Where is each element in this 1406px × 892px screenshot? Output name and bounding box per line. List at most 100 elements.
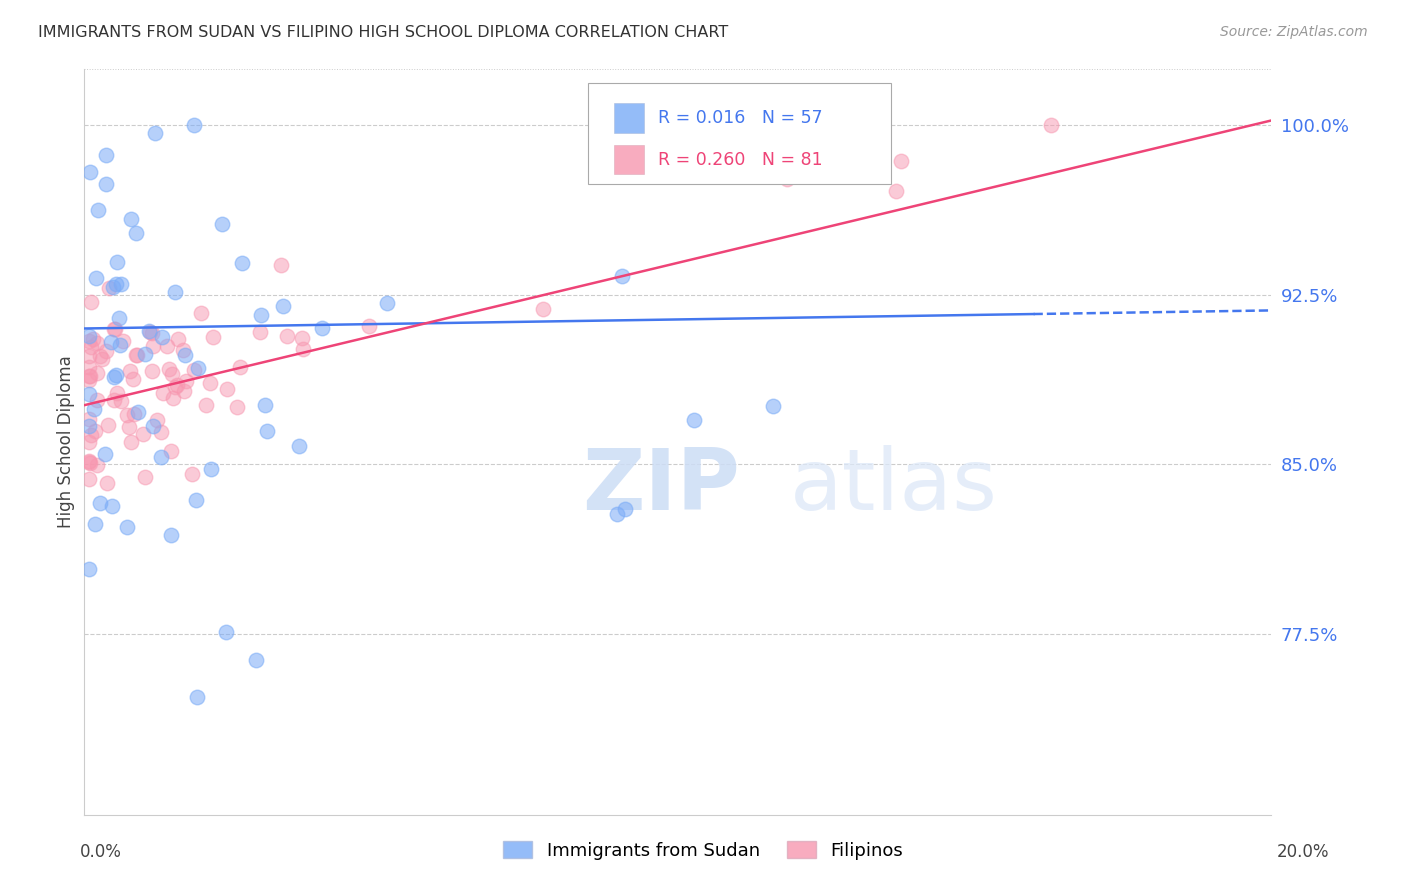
Immigrants from Sudan bbox=[253, 398, 276, 412]
Immigrants from Sudan bbox=[105, 255, 128, 269]
Immigrants from Sudan bbox=[101, 499, 124, 513]
FancyBboxPatch shape bbox=[588, 84, 891, 184]
Filipinos bbox=[159, 444, 181, 458]
Filipinos bbox=[103, 321, 125, 335]
Filipinos bbox=[79, 456, 101, 470]
Filipinos bbox=[173, 384, 195, 399]
Filipinos bbox=[229, 359, 252, 374]
Filipinos bbox=[162, 391, 184, 405]
Immigrants from Sudan bbox=[94, 177, 117, 191]
Immigrants from Sudan bbox=[100, 334, 122, 349]
Filipinos bbox=[79, 472, 101, 486]
Filipinos bbox=[94, 343, 117, 358]
Filipinos bbox=[190, 306, 212, 320]
Filipinos bbox=[110, 393, 132, 408]
Immigrants from Sudan bbox=[610, 268, 633, 283]
Filipinos bbox=[132, 427, 155, 442]
Filipinos bbox=[79, 373, 101, 387]
Filipinos bbox=[194, 398, 217, 412]
Immigrants from Sudan bbox=[183, 118, 205, 132]
Immigrants from Sudan bbox=[103, 370, 125, 384]
Immigrants from Sudan bbox=[174, 348, 197, 362]
Filipinos bbox=[166, 377, 188, 392]
Filipinos bbox=[226, 401, 249, 415]
Filipinos bbox=[125, 348, 148, 362]
Immigrants from Sudan bbox=[110, 277, 132, 292]
Immigrants from Sudan bbox=[87, 202, 110, 217]
Text: R = 0.260   N = 81: R = 0.260 N = 81 bbox=[658, 151, 823, 169]
Y-axis label: High School Diploma: High School Diploma bbox=[58, 355, 75, 528]
Filipinos bbox=[79, 360, 101, 375]
Immigrants from Sudan bbox=[150, 330, 173, 344]
Filipinos bbox=[139, 326, 162, 340]
Filipinos bbox=[80, 340, 103, 354]
Filipinos bbox=[79, 334, 101, 348]
Immigrants from Sudan bbox=[682, 413, 704, 427]
Immigrants from Sudan bbox=[79, 328, 101, 343]
Filipinos bbox=[118, 364, 141, 378]
Filipinos bbox=[115, 408, 138, 422]
Immigrants from Sudan bbox=[120, 211, 142, 226]
Filipinos bbox=[217, 382, 239, 396]
Filipinos bbox=[276, 329, 298, 343]
Immigrants from Sudan bbox=[613, 502, 636, 516]
Filipinos bbox=[163, 380, 186, 394]
Immigrants from Sudan bbox=[96, 147, 118, 161]
Filipinos bbox=[86, 335, 108, 350]
Filipinos bbox=[183, 363, 205, 377]
Filipinos bbox=[249, 326, 271, 340]
Filipinos bbox=[172, 343, 194, 357]
Text: atlas: atlas bbox=[790, 445, 998, 528]
Filipinos bbox=[97, 418, 120, 433]
Immigrants from Sudan bbox=[138, 324, 160, 338]
Filipinos bbox=[1040, 118, 1063, 132]
Filipinos bbox=[181, 467, 204, 481]
Immigrants from Sudan bbox=[83, 402, 105, 417]
Immigrants from Sudan bbox=[311, 321, 333, 335]
Immigrants from Sudan bbox=[115, 520, 138, 534]
Filipinos bbox=[122, 407, 145, 421]
Immigrants from Sudan bbox=[200, 462, 222, 476]
Text: Source: ZipAtlas.com: Source: ZipAtlas.com bbox=[1220, 25, 1368, 39]
Filipinos bbox=[531, 301, 554, 316]
Immigrants from Sudan bbox=[606, 507, 628, 521]
Bar bbox=[614, 145, 644, 175]
Filipinos bbox=[84, 424, 107, 438]
Immigrants from Sudan bbox=[94, 447, 117, 461]
Filipinos bbox=[292, 342, 315, 356]
Filipinos bbox=[80, 428, 103, 442]
Immigrants from Sudan bbox=[186, 690, 208, 705]
Filipinos bbox=[291, 330, 314, 344]
Immigrants from Sudan bbox=[288, 439, 311, 453]
Immigrants from Sudan bbox=[127, 404, 149, 418]
Filipinos bbox=[156, 338, 179, 352]
Filipinos bbox=[82, 332, 104, 346]
Filipinos bbox=[91, 351, 114, 366]
Immigrants from Sudan bbox=[103, 280, 125, 294]
Filipinos bbox=[152, 386, 174, 401]
Filipinos bbox=[79, 455, 101, 469]
Immigrants from Sudan bbox=[134, 346, 156, 360]
Filipinos bbox=[146, 412, 169, 426]
Filipinos bbox=[79, 369, 101, 384]
Immigrants from Sudan bbox=[160, 528, 183, 542]
Filipinos bbox=[103, 393, 125, 408]
Immigrants from Sudan bbox=[79, 165, 101, 179]
Immigrants from Sudan bbox=[375, 295, 398, 310]
Text: 0.0%: 0.0% bbox=[80, 843, 122, 861]
Filipinos bbox=[142, 339, 165, 353]
Text: 20.0%: 20.0% bbox=[1277, 843, 1330, 861]
Filipinos bbox=[157, 362, 180, 376]
Filipinos bbox=[141, 364, 163, 378]
Filipinos bbox=[174, 375, 197, 389]
Filipinos bbox=[89, 349, 111, 363]
Immigrants from Sudan bbox=[187, 360, 209, 375]
Filipinos bbox=[167, 332, 190, 346]
Filipinos bbox=[86, 366, 108, 380]
Filipinos bbox=[79, 454, 101, 468]
Filipinos bbox=[120, 434, 142, 449]
Filipinos bbox=[80, 295, 103, 310]
Filipinos bbox=[884, 184, 907, 198]
Filipinos bbox=[118, 419, 141, 434]
Filipinos bbox=[150, 425, 173, 439]
